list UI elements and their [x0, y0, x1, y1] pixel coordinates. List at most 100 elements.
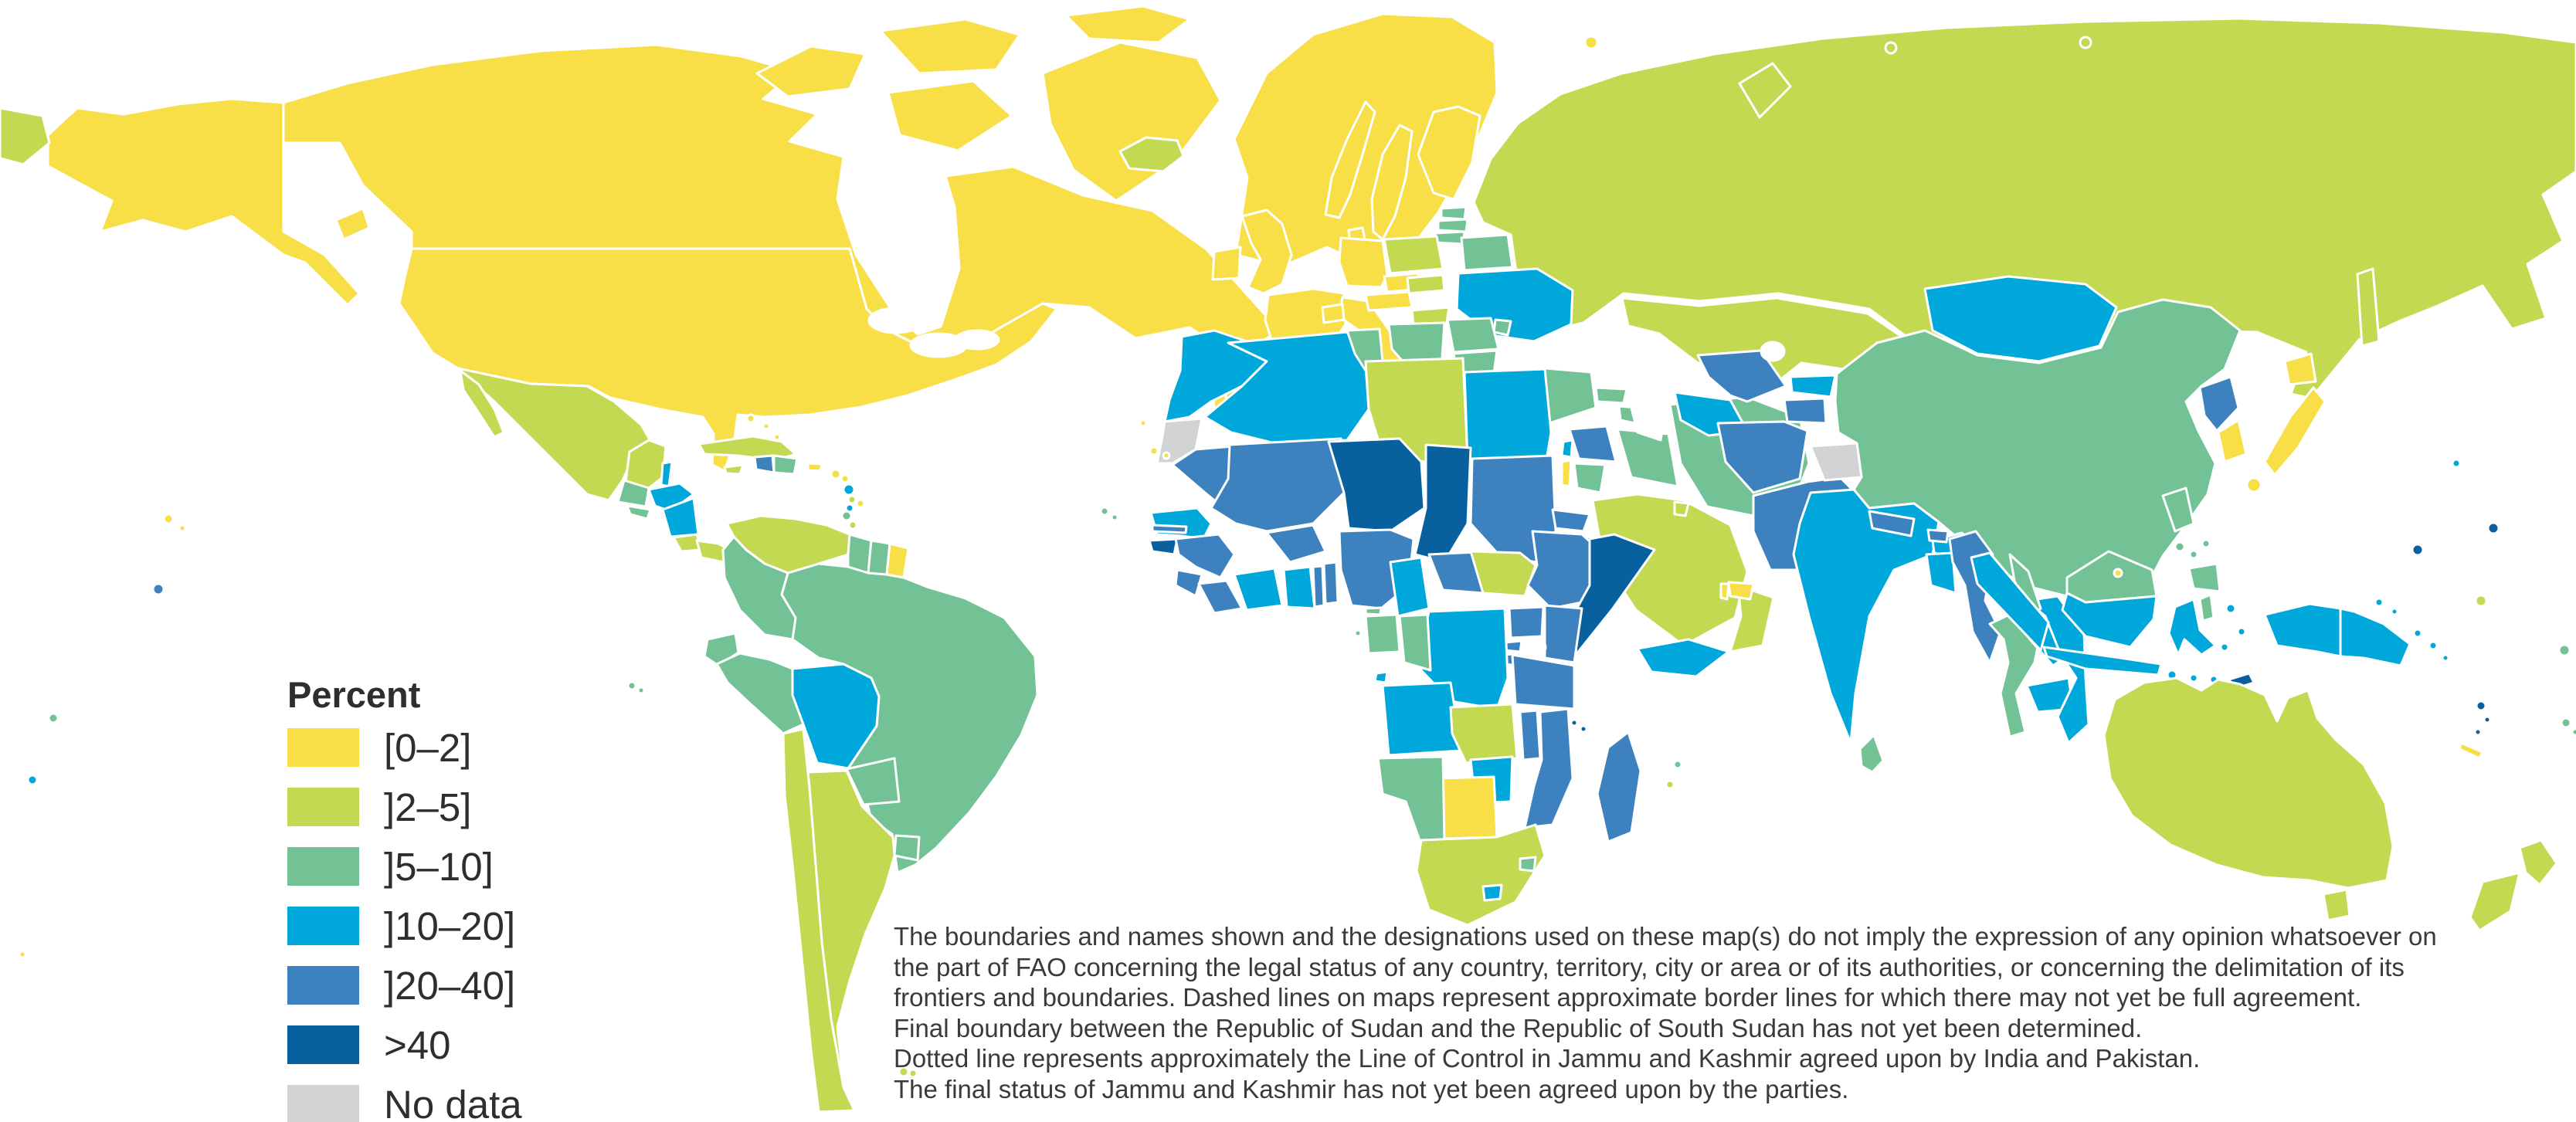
country-comoros-1 — [1570, 718, 1579, 727]
country-philippines-visayas-2 — [2188, 549, 2199, 560]
legend-swatch-10-20 — [287, 907, 359, 945]
legend-swatch-0-2 — [287, 728, 359, 767]
country-india — [1792, 488, 1940, 744]
country-latvia — [1437, 218, 1469, 233]
country-dominican-republic — [772, 454, 799, 476]
country-peru — [715, 652, 805, 735]
country-belize — [660, 460, 674, 488]
country-russia-arctic-2 — [2079, 36, 2092, 49]
legend-item-2-5: ]2–5] — [287, 785, 522, 829]
country-angola-cabinda — [1373, 670, 1389, 684]
country-kyrgyzstan — [1789, 374, 1837, 398]
legend-swatch-no-data — [287, 1085, 359, 1122]
country-malawi — [1519, 709, 1542, 761]
country-indonesia-moluccas-3 — [2219, 642, 2230, 653]
legend-title: Percent — [287, 674, 421, 715]
country-canary-1 — [1149, 446, 1159, 456]
legend-swatch-over-40 — [287, 1025, 359, 1064]
country-equatorial-guinea — [1364, 606, 1383, 616]
country-lithuania — [1434, 230, 1466, 246]
country-lesotho — [1481, 883, 1503, 902]
country-south-korea — [2217, 419, 2248, 463]
country-switzerland — [1321, 303, 1346, 324]
country-yemen — [1636, 638, 1730, 678]
disclaimer-line-1: The boundaries and names shown and the d… — [894, 922, 2437, 951]
country-nicaragua — [661, 497, 700, 538]
country-gambia — [1151, 524, 1188, 534]
country-madeira — [1139, 419, 1148, 428]
country-north-korea — [2198, 375, 2240, 432]
country-jordan — [1573, 462, 1607, 494]
country-puerto-rico — [806, 462, 823, 473]
country-comoros-2 — [1579, 724, 1588, 734]
country-japan-kyushu — [2245, 476, 2262, 493]
country-indonesia-moluccas-2 — [2236, 626, 2247, 637]
country-tanzania — [1511, 653, 1576, 710]
country-bahamas-2 — [762, 422, 771, 431]
country-russia-novaya-zemlya — [1738, 62, 1792, 119]
country-solomons-3 — [2441, 653, 2450, 663]
country-micronesia-1 — [2411, 543, 2425, 557]
country-qatar — [1719, 582, 1730, 601]
country-vanuatu-3 — [2473, 727, 2483, 737]
country-mexico-baja — [459, 369, 505, 439]
legend-item-over-40: >40 — [287, 1023, 522, 1067]
country-colombia — [721, 535, 797, 641]
country-indonesia-sulawesi — [2167, 598, 2217, 656]
country-jamaica — [723, 463, 745, 476]
legend-item-10-20: ]10–20] — [287, 904, 522, 948]
country-chile — [782, 727, 856, 1114]
country-pitcairn — [18, 950, 27, 959]
country-canada-arctic-3 — [1064, 5, 1191, 44]
country-micronesia-2 — [2486, 521, 2500, 535]
map-legend: Percent [0–2] ]2–5] ]5–10] ]10–20] ]20–4… — [287, 673, 522, 1122]
country-bhutan — [1926, 528, 1950, 544]
legend-item-20-40: ]20–40] — [287, 963, 522, 1008]
country-mauritius — [1672, 759, 1683, 770]
country-philippines-luzon — [2161, 486, 2195, 533]
country-new-caledonia — [2458, 741, 2484, 760]
country-morocco — [1163, 329, 1268, 423]
disclaimer-line-4: Final boundary between the Republic of S… — [894, 1013, 2143, 1042]
lake-erie-ontario — [954, 329, 1000, 351]
country-niger — [1327, 437, 1426, 533]
country-iceland — [1118, 136, 1185, 173]
country-fiji-2 — [2571, 727, 2576, 737]
country-finland — [1417, 105, 1481, 201]
country-png-bismarck-1 — [2374, 597, 2384, 608]
country-tasmania — [2322, 888, 2351, 922]
country-congo — [1398, 613, 1432, 672]
country-philippines-visayas-1 — [2174, 541, 2186, 553]
country-tuvalu-samoa — [2557, 643, 2571, 657]
country-lebanon — [1560, 439, 1574, 459]
country-tajikistan — [1783, 397, 1828, 425]
country-lesser-antilles-2 — [840, 473, 850, 484]
country-austria — [1364, 290, 1414, 312]
country-zambia — [1449, 703, 1519, 764]
disclaimer-line-6: The final status of Jammu and Kashmir ha… — [894, 1074, 1849, 1103]
country-russia-chukotka — [0, 107, 51, 166]
country-liberia — [1197, 579, 1244, 615]
country-japan-honshu — [2263, 386, 2327, 476]
country-uk — [1240, 208, 1293, 295]
legend-swatch-5-10 — [287, 847, 359, 886]
country-lesser-antilles-8 — [847, 520, 858, 530]
legend-label-20-40: ]20–40] — [384, 963, 516, 1008]
country-usa-alaska — [46, 97, 361, 307]
country-mongolia — [1923, 275, 2118, 363]
country-bahamas-1 — [745, 413, 756, 424]
country-nauru — [2474, 594, 2488, 608]
country-bahamas-3 — [772, 432, 782, 442]
country-papua-new-guinea — [2339, 607, 2411, 667]
country-guyana — [847, 533, 873, 575]
country-oman — [1729, 584, 1775, 653]
country-cote-divoire — [1233, 567, 1284, 612]
caspian-sea — [1624, 338, 1670, 442]
country-canary-2 — [1162, 451, 1171, 460]
country-sri-lanka — [1858, 734, 1885, 774]
country-iraq — [1616, 428, 1679, 488]
country-haiti — [753, 454, 776, 474]
country-cameroon — [1389, 556, 1431, 618]
country-sao-tome — [1353, 629, 1363, 638]
